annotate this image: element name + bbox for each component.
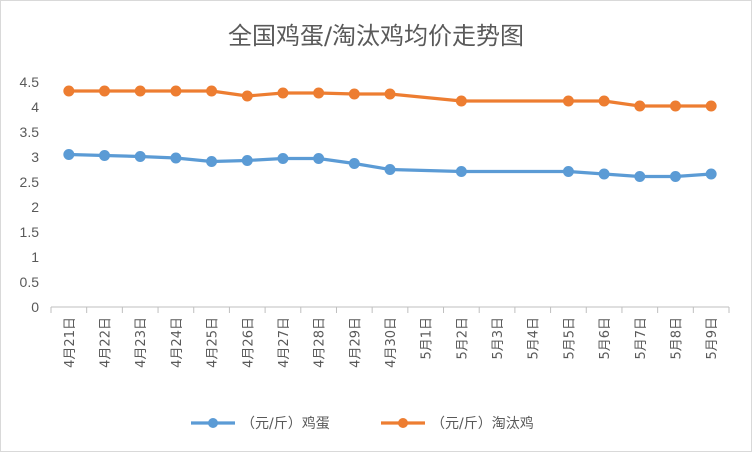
series-layer bbox=[63, 85, 717, 182]
y-tick-label: 4.5 bbox=[20, 74, 40, 90]
data-point bbox=[634, 100, 646, 112]
x-tick-label: 4月22日 bbox=[99, 317, 114, 368]
data-point bbox=[562, 166, 574, 177]
data-point bbox=[455, 166, 467, 177]
data-point bbox=[384, 164, 396, 175]
data-point bbox=[634, 171, 646, 182]
x-tick-label: 4月27日 bbox=[277, 317, 292, 368]
data-point bbox=[63, 85, 75, 97]
data-point bbox=[206, 85, 218, 97]
x-tick-label: 4月25日 bbox=[206, 317, 221, 368]
data-point bbox=[598, 95, 610, 107]
x-tick-label: 5月9日 bbox=[705, 317, 720, 360]
x-tick-label: 4月23日 bbox=[134, 317, 149, 368]
x-tick-label: 4月29日 bbox=[348, 317, 363, 368]
x-tick-label: 5月8日 bbox=[669, 317, 684, 360]
legend-marker bbox=[398, 418, 408, 428]
data-point bbox=[277, 153, 289, 164]
series-line-0 bbox=[68, 152, 712, 179]
data-point bbox=[705, 168, 717, 180]
x-tick-label: 5月2日 bbox=[455, 317, 470, 360]
y-tick-label: 1.5 bbox=[20, 224, 40, 240]
data-point bbox=[313, 87, 325, 99]
data-point bbox=[99, 150, 111, 161]
x-tick-label: 5月6日 bbox=[598, 317, 613, 360]
data-point bbox=[170, 85, 182, 97]
data-point bbox=[348, 88, 360, 100]
y-tick-label: 4 bbox=[31, 99, 39, 115]
data-point bbox=[455, 95, 467, 107]
x-tick-label: 5月5日 bbox=[562, 317, 577, 360]
legend-label: （元/斤）淘汰鸡 bbox=[431, 415, 534, 432]
data-point bbox=[99, 85, 111, 97]
legend: （元/斤）鸡蛋 （元/斤）淘汰鸡 bbox=[191, 415, 534, 432]
y-tick-label: 2.5 bbox=[20, 174, 40, 190]
data-point bbox=[134, 85, 146, 97]
data-point bbox=[384, 88, 396, 100]
x-tick-label: 5月1日 bbox=[420, 317, 435, 360]
series-line-1 bbox=[68, 89, 712, 108]
chart-title: 全国鸡蛋/淘汰鸡均价走势图 bbox=[228, 22, 524, 50]
y-axis: 0 0.5 1 1.5 2 2.5 3 3.5 4 4.5 bbox=[20, 74, 40, 315]
x-tick-label: 4月26日 bbox=[241, 317, 256, 368]
y-tick-label: 2 bbox=[31, 199, 39, 215]
data-point bbox=[206, 156, 218, 167]
x-tick-label: 5月7日 bbox=[634, 317, 649, 360]
data-point bbox=[669, 171, 681, 182]
x-tick-label: 4月28日 bbox=[313, 317, 328, 368]
y-tick-label: 1 bbox=[31, 249, 39, 265]
data-point bbox=[241, 90, 253, 102]
x-tick-label: 5月4日 bbox=[527, 317, 542, 360]
y-tick-label: 3 bbox=[31, 149, 39, 165]
data-point bbox=[241, 155, 253, 166]
y-tick-label: 3.5 bbox=[20, 124, 40, 140]
legend-label: （元/斤）鸡蛋 bbox=[241, 415, 330, 432]
data-point bbox=[134, 151, 146, 162]
x-axis: 4月21日 4月22日 4月23日 4月24日 4月25日 4月26日 4月27日 4月28日… bbox=[50, 306, 730, 368]
x-tick-label: 4月30日 bbox=[384, 317, 399, 368]
y-tick-label: 0.5 bbox=[20, 274, 40, 290]
data-point bbox=[669, 100, 681, 112]
data-point bbox=[348, 158, 360, 169]
x-tick-label: 4月21日 bbox=[63, 317, 78, 368]
data-point bbox=[562, 95, 574, 107]
legend-marker bbox=[208, 418, 218, 428]
data-point bbox=[598, 168, 610, 180]
x-tick-label: 5月3日 bbox=[491, 317, 506, 360]
x-tick-label: 4月24日 bbox=[170, 317, 185, 368]
data-point bbox=[170, 152, 182, 164]
data-point bbox=[313, 153, 325, 164]
y-tick-label: 0 bbox=[31, 299, 39, 315]
data-point bbox=[277, 87, 289, 99]
data-point bbox=[705, 100, 717, 112]
data-point bbox=[63, 149, 75, 160]
